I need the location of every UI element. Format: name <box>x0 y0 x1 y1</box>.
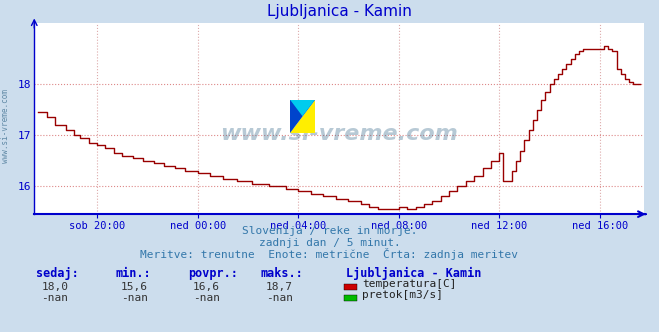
Text: -nan: -nan <box>266 293 293 303</box>
Text: Slovenija / reke in morje.: Slovenija / reke in morje. <box>242 226 417 236</box>
Text: www.si-vreme.com: www.si-vreme.com <box>1 89 10 163</box>
Text: zadnji dan / 5 minut.: zadnji dan / 5 minut. <box>258 238 401 248</box>
Text: -nan: -nan <box>121 293 148 303</box>
Text: maks.:: maks.: <box>260 267 303 280</box>
Polygon shape <box>290 100 315 116</box>
Text: 18,0: 18,0 <box>42 282 69 291</box>
Polygon shape <box>290 100 315 133</box>
Polygon shape <box>290 100 315 133</box>
Text: povpr.:: povpr.: <box>188 267 238 280</box>
Text: 15,6: 15,6 <box>121 282 148 291</box>
Text: 16,6: 16,6 <box>193 282 220 291</box>
Text: temperatura[C]: temperatura[C] <box>362 279 457 289</box>
Text: -nan: -nan <box>193 293 220 303</box>
Title: Ljubljanica - Kamin: Ljubljanica - Kamin <box>267 4 411 19</box>
Text: pretok[m3/s]: pretok[m3/s] <box>362 290 444 300</box>
Text: Ljubljanica - Kamin: Ljubljanica - Kamin <box>346 267 481 280</box>
Text: 18,7: 18,7 <box>266 282 293 291</box>
Text: min.:: min.: <box>115 267 151 280</box>
Text: -nan: -nan <box>42 293 69 303</box>
Text: sedaj:: sedaj: <box>36 267 79 280</box>
Text: Meritve: trenutne  Enote: metrične  Črta: zadnja meritev: Meritve: trenutne Enote: metrične Črta: … <box>140 248 519 260</box>
Text: www.si-vreme.com: www.si-vreme.com <box>220 124 458 144</box>
